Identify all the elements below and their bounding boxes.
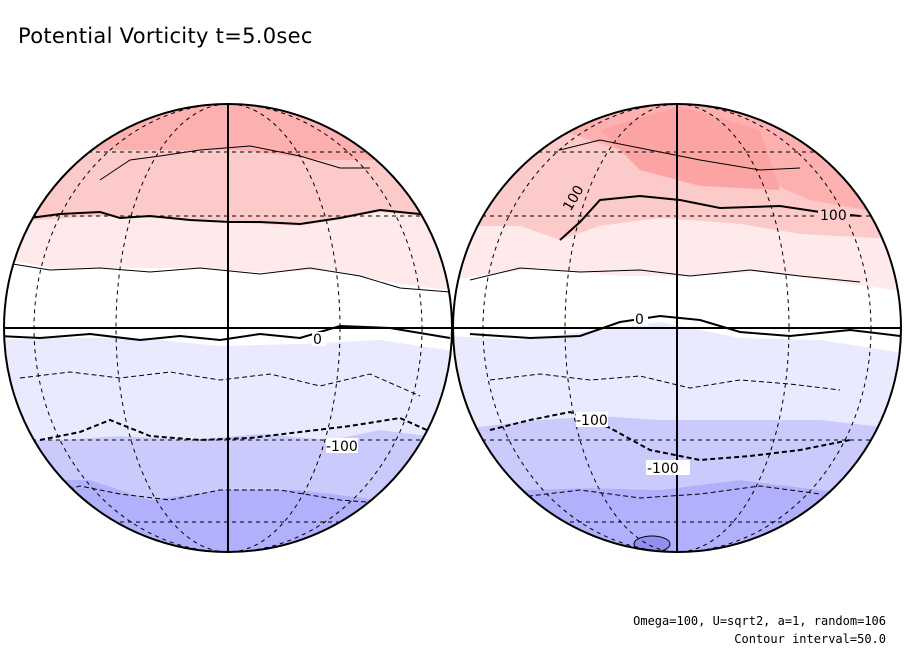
contour-label-neg100-right-b: -100 xyxy=(647,461,679,477)
right-contour-neg50 xyxy=(489,373,841,391)
left-contour-neg100 xyxy=(39,416,441,442)
right-band-pos-weak xyxy=(453,218,901,292)
left-contour-150 xyxy=(99,145,370,181)
contour-label-zero-left: 0 xyxy=(313,332,322,348)
left-contour-0 xyxy=(4,324,451,342)
left-contour-100 xyxy=(29,208,451,226)
left-band-neg-weak xyxy=(4,338,452,440)
right-band-pos-mid xyxy=(453,130,901,240)
right-contour-150 xyxy=(559,139,801,171)
right-polar-high xyxy=(600,106,780,190)
chart-title: Potential Vorticity t=5.0sec xyxy=(18,24,313,48)
left-contour-neg50 xyxy=(19,371,421,397)
contour-interval-note: Contour interval=50.0 xyxy=(734,632,886,646)
right-contour-0 xyxy=(469,314,901,340)
left-band-pos-weak xyxy=(4,212,452,292)
contour-label-pos100-right: 100 xyxy=(820,208,847,224)
contour-label-zero-right: 0 xyxy=(635,312,644,328)
left-band-pos-mid xyxy=(4,150,452,226)
left-contour-50 xyxy=(4,261,451,293)
right-contour-neg100 xyxy=(489,410,851,462)
right-polar-low xyxy=(633,535,671,552)
right-contour-50 xyxy=(469,267,861,283)
right-globe-outline xyxy=(452,103,902,553)
right-band-neg-mid xyxy=(453,416,901,500)
param-note: Omega=100, U=sqrt2, a=1, random=106 xyxy=(633,614,886,628)
left-contour-neg150 xyxy=(29,485,421,507)
contour-label-neg100-left: -100 xyxy=(326,439,358,455)
contour-label-neg100-right-a: -100 xyxy=(576,413,608,429)
right-contour-100 xyxy=(559,194,861,241)
left-band-neg-strong xyxy=(4,480,452,552)
